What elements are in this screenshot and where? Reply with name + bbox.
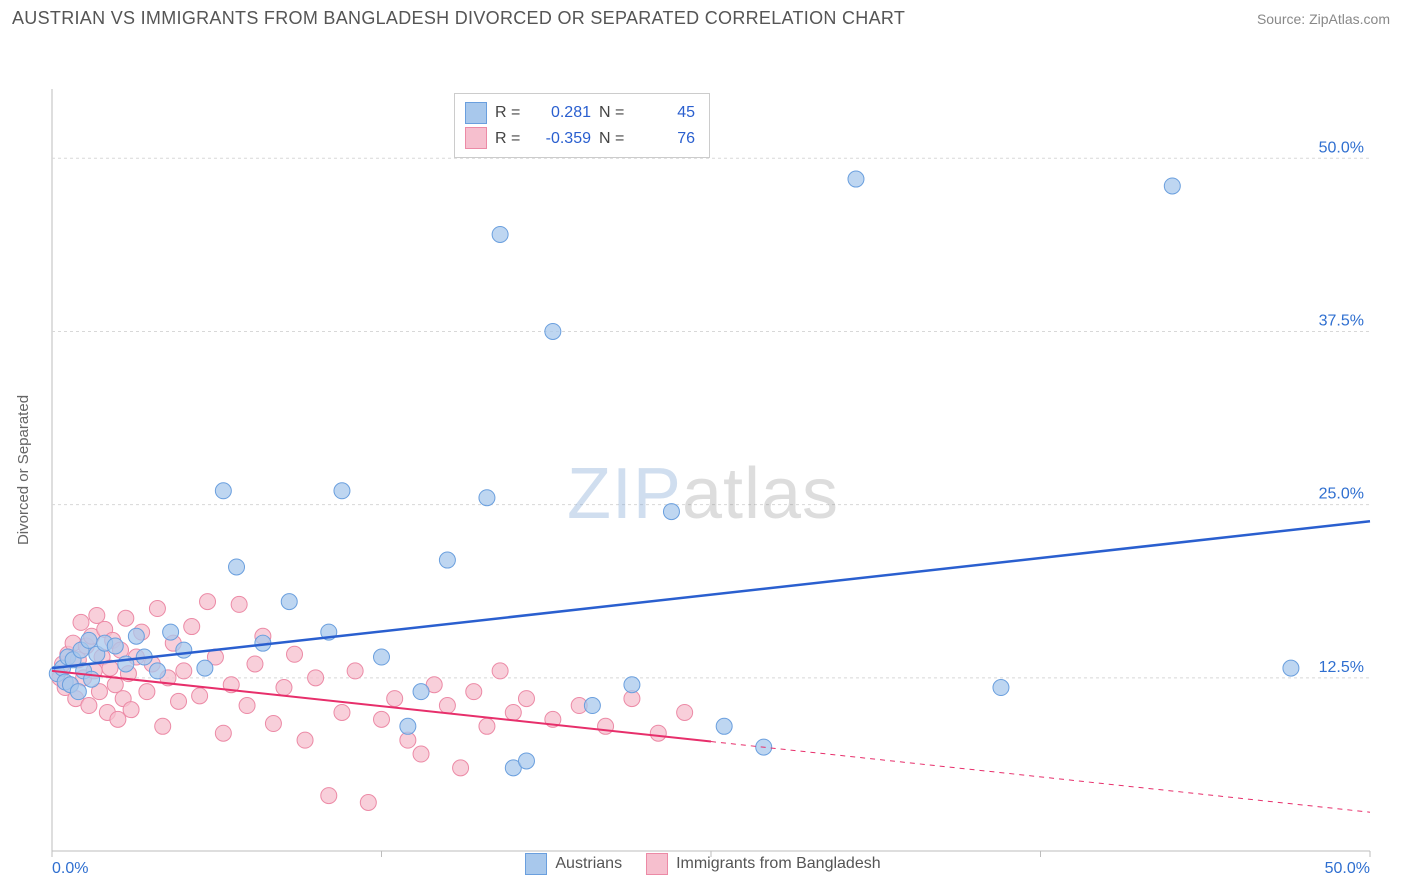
r-label: R = [495, 126, 523, 152]
legend-label-series2: Immigrants from Bangladesh [676, 855, 881, 873]
swatch-series1 [525, 853, 547, 875]
n-label: N = [599, 126, 627, 152]
swatch-series2 [465, 127, 487, 149]
series-legend: Austrians Immigrants from Bangladesh [0, 853, 1406, 875]
svg-text:25.0%: 25.0% [1319, 486, 1364, 503]
stats-row-series2: R = -0.359 N = 76 [465, 126, 695, 152]
svg-text:12.5%: 12.5% [1319, 659, 1364, 676]
r-value-series2: -0.359 [531, 126, 591, 152]
legend-item-series1: Austrians [525, 853, 622, 875]
chart-header: AUSTRIAN VS IMMIGRANTS FROM BANGLADESH D… [0, 0, 1406, 33]
scatter-chart: 12.5%25.0%37.5%50.0%0.0%50.0%Divorced or… [0, 33, 1406, 881]
swatch-series1 [465, 102, 487, 124]
swatch-series2 [646, 853, 668, 875]
chart-container: 12.5%25.0%37.5%50.0%0.0%50.0%Divorced or… [0, 33, 1406, 881]
n-label: N = [599, 100, 627, 126]
source-label: Source: ZipAtlas.com [1257, 11, 1390, 27]
svg-text:Divorced or Separated: Divorced or Separated [15, 395, 32, 545]
legend-label-series1: Austrians [555, 855, 622, 873]
stats-row-series1: R = 0.281 N = 45 [465, 100, 695, 126]
chart-title: AUSTRIAN VS IMMIGRANTS FROM BANGLADESH D… [12, 8, 905, 29]
legend-item-series2: Immigrants from Bangladesh [646, 853, 881, 875]
n-value-series2: 76 [635, 126, 695, 152]
svg-text:37.5%: 37.5% [1319, 312, 1364, 329]
n-value-series1: 45 [635, 100, 695, 126]
r-label: R = [495, 100, 523, 126]
r-value-series1: 0.281 [531, 100, 591, 126]
correlation-stats-legend: R = 0.281 N = 45 R = -0.359 N = 76 [454, 93, 710, 158]
svg-text:50.0%: 50.0% [1319, 139, 1364, 156]
